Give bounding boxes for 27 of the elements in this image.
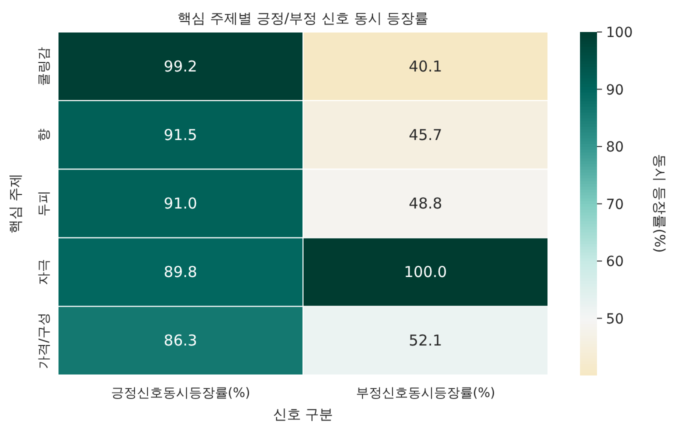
color-bar-label: 60 [606, 254, 624, 270]
color-bar-label: 90 [606, 82, 624, 98]
data-label: 99.2 [164, 57, 198, 76]
y-tick-label: 자극 [37, 259, 52, 286]
x-tick-label: 긍정신호동시등장률(%) [110, 386, 250, 401]
y-axis-title: 핵심 주제 [8, 173, 24, 234]
chart-title: 핵심 주제별 긍정/부정 신호 동시 등장률 [178, 11, 428, 27]
data-label: 91.5 [164, 126, 198, 144]
y-tick-label: 가격/구성 [37, 312, 52, 369]
color-bar-label: 50 [606, 311, 624, 328]
data-label: 100.0 [404, 263, 447, 282]
data-label: 91.0 [164, 194, 198, 212]
data-label: 48.8 [408, 194, 442, 212]
color-bar-label: 80 [606, 140, 624, 156]
color-bar-label: 100 [606, 25, 633, 41]
x-tick-label: 부정신호동시등장률(%) [356, 386, 496, 401]
y-tick-label: 쿨링감 [37, 46, 52, 86]
color-bar-label: 70 [606, 196, 624, 213]
data-label: 89.8 [164, 263, 198, 282]
x-axis-title: 신호 구분 [272, 407, 334, 423]
data-label: 86.3 [164, 332, 198, 350]
y-tick-label: 두피 [37, 190, 52, 216]
data-label: 45.7 [408, 126, 442, 144]
y-tick-label: 향 [37, 128, 52, 142]
data-label: 52.1 [408, 332, 442, 350]
color-bar-title: 동시 등장률(%) [651, 154, 667, 253]
data-label: 40.1 [408, 57, 442, 76]
